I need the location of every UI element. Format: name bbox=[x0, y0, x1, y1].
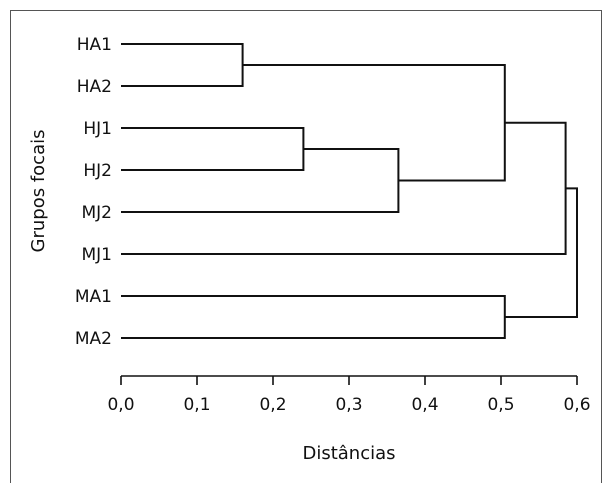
link-c1 bbox=[121, 43, 244, 87]
x-tick-label-2: 0,2 bbox=[259, 395, 286, 415]
link-c5 bbox=[121, 295, 506, 339]
y-axis-title: Grupos focais bbox=[28, 130, 49, 253]
leaf-label-ha2: HA2 bbox=[77, 77, 112, 97]
x-tick-label-3: 0,3 bbox=[335, 395, 362, 415]
x-axis-title: Distâncias bbox=[302, 443, 395, 464]
leaf-label-ha1: HA1 bbox=[77, 35, 112, 55]
leaf-label-hj2: HJ2 bbox=[83, 161, 112, 181]
link-c4 bbox=[242, 64, 506, 182]
leaf-label-hj1: HJ1 bbox=[83, 119, 112, 139]
x-tick-label-4: 0,4 bbox=[411, 395, 438, 415]
x-tick-label-1: 0,1 bbox=[183, 395, 210, 415]
leaf-label-mj1: MJ1 bbox=[82, 245, 113, 265]
link-c2 bbox=[121, 127, 305, 171]
link-c3 bbox=[121, 148, 400, 213]
x-axis: 0,0 0,1 0,2 0,3 0,4 0,5 0,6 bbox=[107, 375, 591, 415]
leaf-label-ma1: MA1 bbox=[75, 287, 112, 307]
x-tick-label-5: 0,5 bbox=[487, 395, 514, 415]
link-c7 bbox=[504, 187, 578, 318]
x-tick-label-6: 0,6 bbox=[563, 395, 590, 415]
dendrogram-links bbox=[121, 43, 578, 339]
chart-frame bbox=[10, 10, 602, 483]
leaf-label-ma2: MA2 bbox=[75, 329, 112, 349]
x-tick-label-0: 0,0 bbox=[107, 395, 134, 415]
link-c6 bbox=[121, 121, 567, 255]
leaf-labels: HA1 HA2 HJ1 HJ2 MJ2 MJ1 MA1 MA2 bbox=[75, 35, 112, 349]
leaf-label-mj2: MJ2 bbox=[82, 203, 113, 223]
